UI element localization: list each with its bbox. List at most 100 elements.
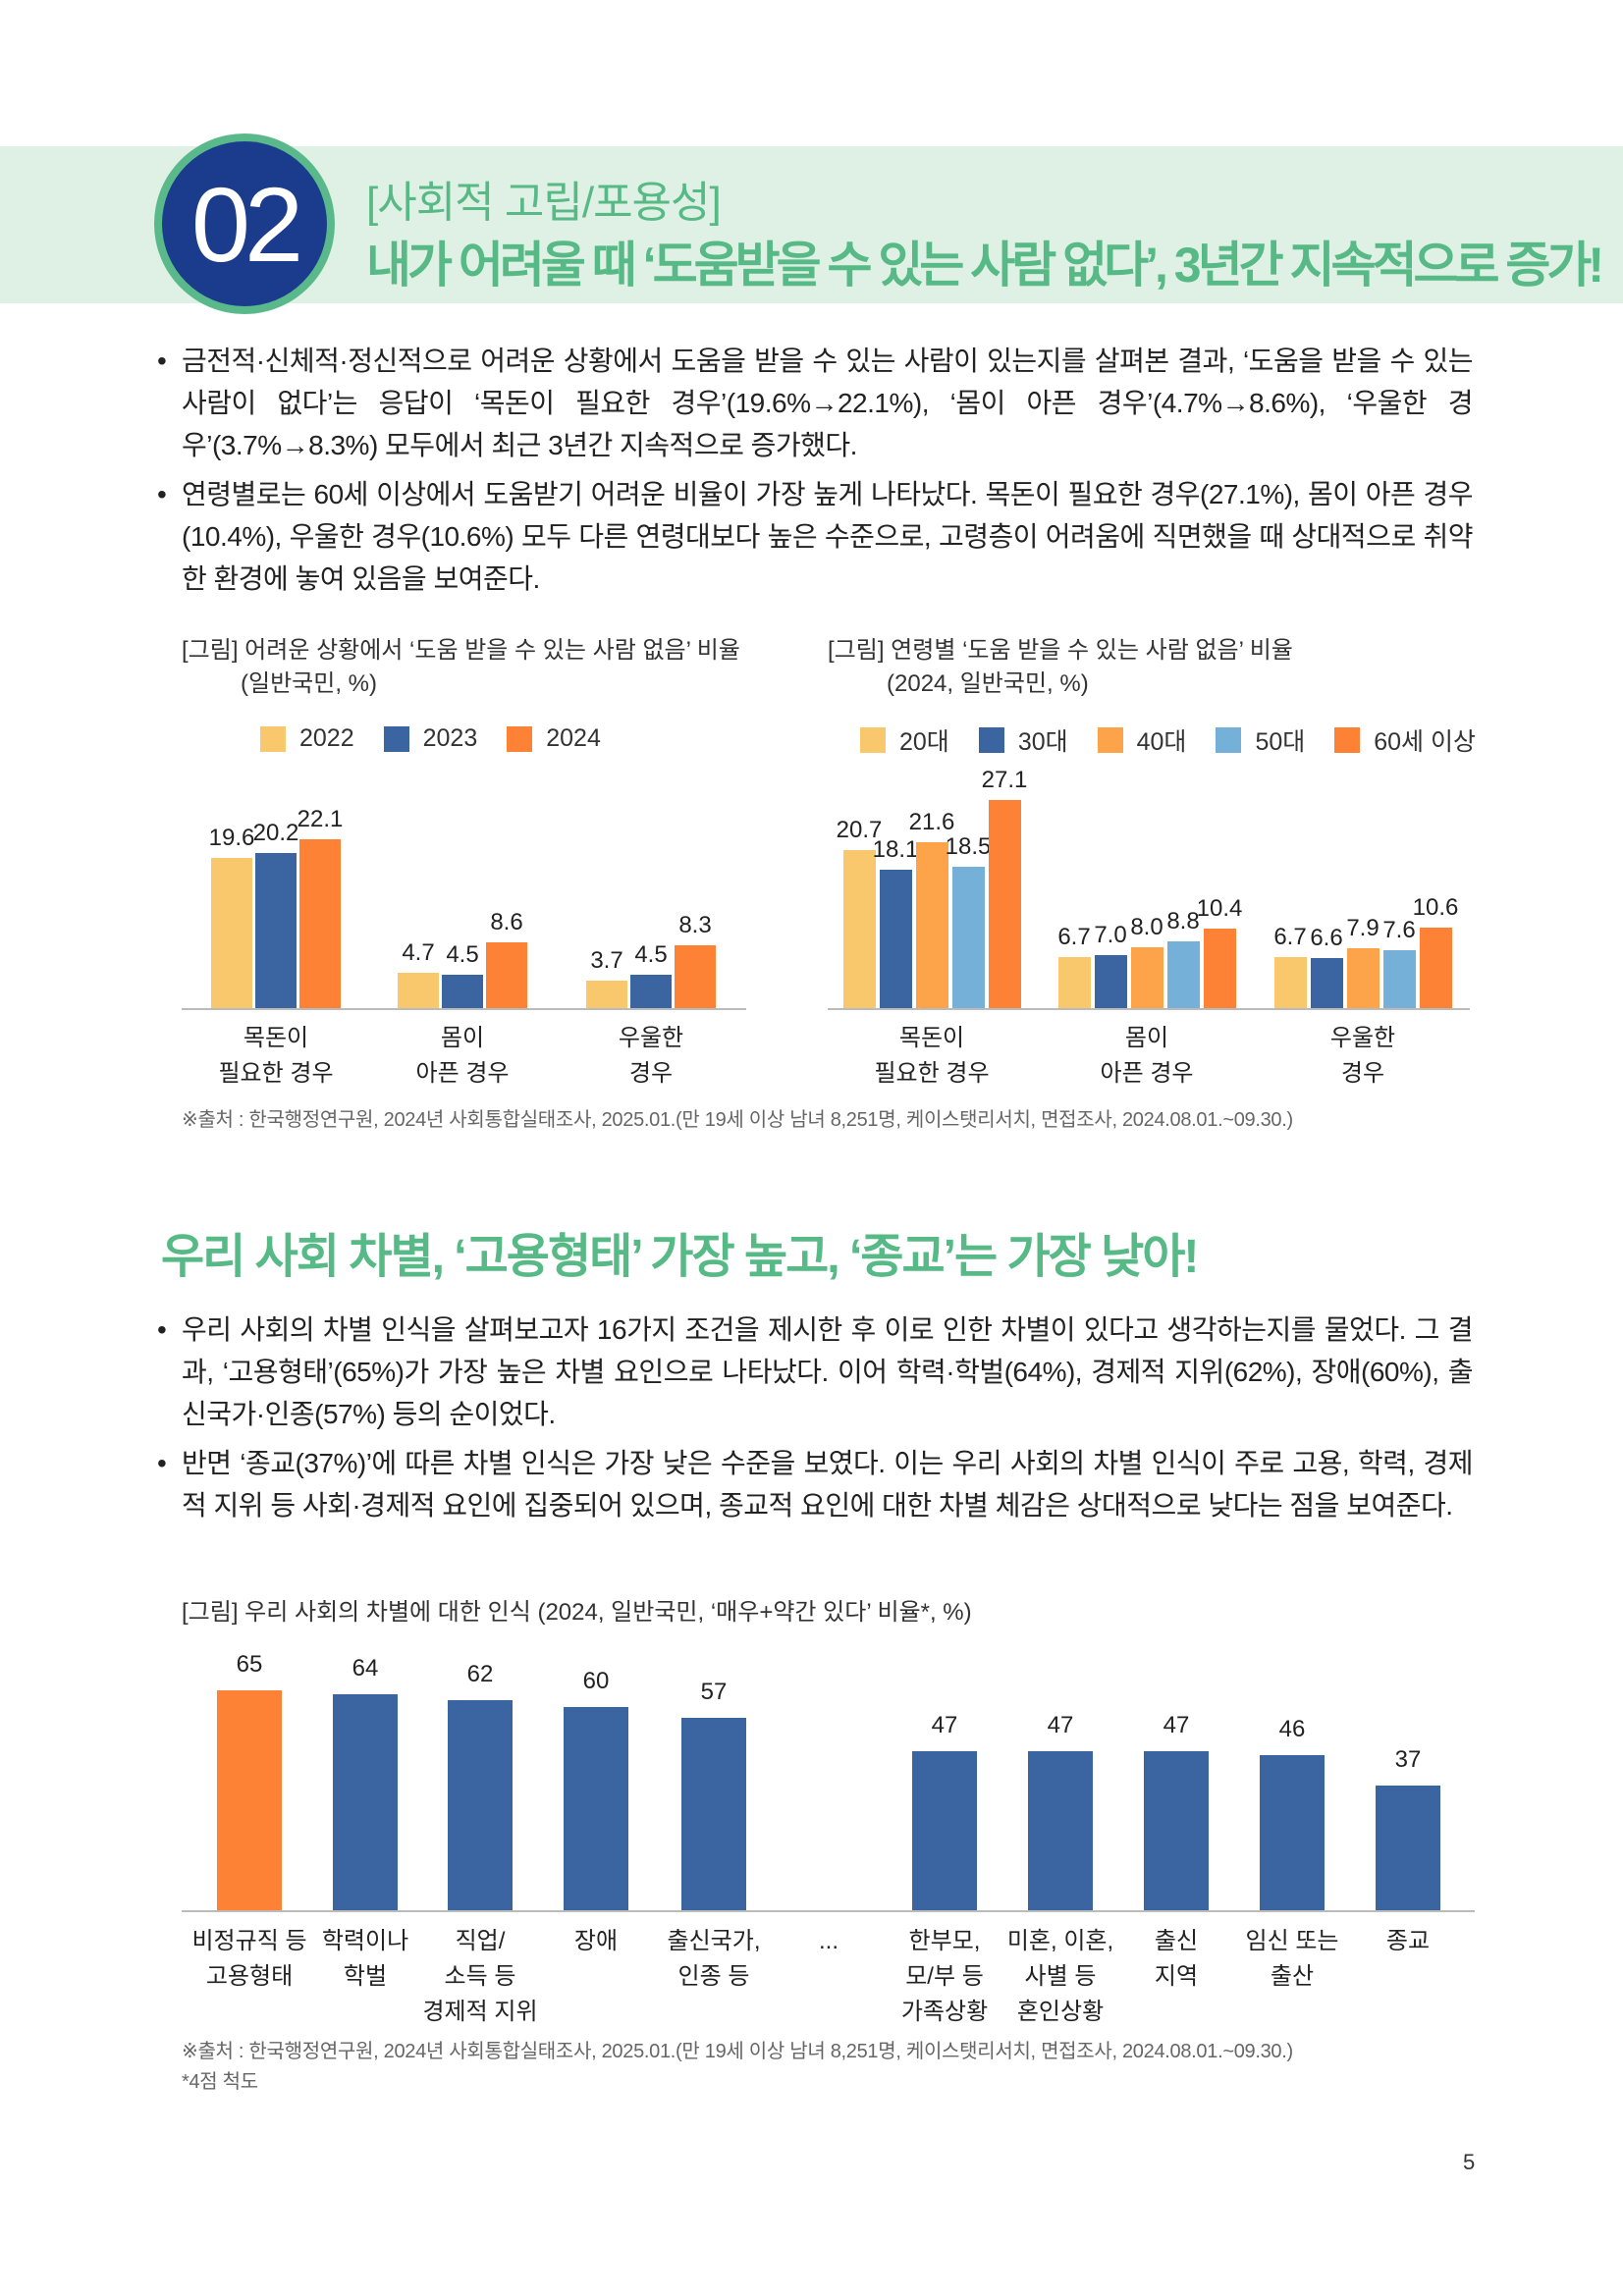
bar <box>951 866 985 1009</box>
value-label: 4.5 <box>446 940 479 968</box>
value-label: 7.9 <box>1346 914 1380 941</box>
legend-label: 2023 <box>422 724 478 752</box>
value-label: 4.7 <box>402 939 435 967</box>
bullet-icon: • <box>157 346 167 376</box>
category-label: 몸이 아픈 경우 <box>1100 1025 1194 1087</box>
value-label: 6.6 <box>1310 925 1343 952</box>
legend-label: 50대 <box>1255 728 1306 756</box>
category-label: 임신 또는 출산 <box>1245 1928 1339 1990</box>
chart2-title: [그림] 연령별 ‘도움 받을 수 있는 사람 없음’ 비율 (2024, 일반… <box>828 637 1293 697</box>
chart1-legend: 2022 2023 2024 <box>260 724 630 753</box>
category-label: 목돈이 필요한 경우 <box>874 1025 990 1087</box>
legend-item: 20대 <box>860 722 949 758</box>
legend-label: 2024 <box>546 724 601 752</box>
legend-label: 30대 <box>1017 728 1068 756</box>
value-label: 7.0 <box>1094 922 1127 949</box>
legend-swatch <box>1334 727 1361 753</box>
bar <box>398 973 439 1009</box>
category-label: 학력이나 학벌 <box>321 1928 409 1990</box>
bar <box>988 800 1021 1009</box>
bar <box>1260 1754 1325 1911</box>
bar <box>1130 947 1163 1009</box>
value-label: 18.5 <box>945 832 992 860</box>
category-label: 목돈이 필요한 경우 <box>218 1025 334 1087</box>
value-label: 27.1 <box>981 767 1028 794</box>
bar <box>681 1717 746 1911</box>
chart1-axis <box>182 1008 746 1010</box>
page-number: 5 <box>1463 2150 1476 2174</box>
value-label: 7.6 <box>1382 917 1416 944</box>
category-label: 미혼, 이혼, 사별 등 혼인상황 <box>1006 1928 1114 2025</box>
category-label: 직업/ 소득 등 경제적 지위 <box>422 1928 538 2025</box>
legend-item: 40대 <box>1097 722 1187 758</box>
bar <box>1144 1751 1209 1911</box>
value-label: 20.7 <box>836 816 883 843</box>
value-label: 65 <box>236 1651 263 1679</box>
chart2-axis <box>828 1008 1470 1010</box>
bar <box>448 1700 513 1911</box>
header-subtitle: [사회적 고립/포용성] <box>366 179 722 227</box>
value-label: 47 <box>1163 1712 1190 1739</box>
source-note: ※출처 : 한국행정연구원, 2024년 사회통합실태조사, 2025.01.(… <box>182 1109 1293 1131</box>
legend-label: 2022 <box>299 724 354 752</box>
section2-title: 우리 사회 차별, ‘고용형태’ 가장 높고, ‘종교’는 가장 낮아! <box>161 1231 1199 1283</box>
category-label: 몸이 아픈 경우 <box>415 1025 510 1087</box>
bullet-icon: • <box>157 479 167 509</box>
category-label: 출신 지역 <box>1154 1928 1199 1990</box>
bar <box>1057 957 1091 1009</box>
legend-swatch <box>383 725 409 752</box>
legend-swatch <box>507 725 533 752</box>
value-label: 64 <box>352 1654 379 1682</box>
bar <box>879 869 912 1009</box>
value-label: 22.1 <box>297 805 344 832</box>
bar <box>211 858 252 1009</box>
value-label: 60 <box>582 1668 610 1695</box>
legend-label: 60세 이상 <box>1374 728 1477 756</box>
section-number-badge: 02 <box>154 133 335 314</box>
legend-item: 2024 <box>507 724 601 753</box>
value-label: 18.1 <box>872 835 919 863</box>
bullet-item: • 연령별로는 60세 이상에서 도움받기 어려운 비율이 가장 높게 나타났다.… <box>157 473 1474 600</box>
chart2-legend: 20대 30대 40대 50대 60세 이상 <box>860 722 1505 758</box>
bullet-icon: • <box>157 1448 167 1478</box>
bar <box>912 1751 977 1911</box>
value-label: 10.6 <box>1412 893 1459 921</box>
legend-label: 20대 <box>899 728 949 756</box>
value-label: 21.6 <box>908 809 955 836</box>
bar <box>586 980 627 1009</box>
category-label: 출신국가, 인종 등 <box>667 1928 761 1990</box>
legend-item: 60세 이상 <box>1334 722 1476 758</box>
value-label: 8.3 <box>678 911 712 938</box>
chart1-title: [그림] 어려운 상황에서 ‘도움 받을 수 있는 사람 없음’ 비율 (일반국… <box>182 637 740 697</box>
legend-swatch <box>260 725 286 752</box>
bullet-text: 우리 사회의 차별 인식을 살펴보고자 16가지 조건을 제시한 후 이로 인한… <box>182 1314 1474 1429</box>
value-label: 6.7 <box>1057 924 1091 951</box>
bar <box>486 942 527 1009</box>
section2-bullets: • 우리 사회의 차별 인식을 살펴보고자 16가지 조건을 제시한 후 이로 인… <box>157 1308 1474 1533</box>
category-label: 비정규직 등 고용형태 <box>191 1928 307 1990</box>
legend-label: 40대 <box>1136 728 1187 756</box>
section1-bullets: • 금전적·신체적·정신적으로 어려운 상황에서 도움을 받을 수 있는 사람이 … <box>157 340 1474 607</box>
bar <box>299 838 341 1009</box>
bar <box>915 842 948 1009</box>
bar <box>255 853 297 1009</box>
value-label: 3.7 <box>590 946 623 974</box>
chart3-title: [그림] 우리 사회의 차별에 대한 인식 (2024, 일반국민, ‘매우+약… <box>182 1599 972 1626</box>
source-note-2: ※출처 : 한국행정연구원, 2024년 사회통합실태조사, 2025.01.(… <box>182 2041 1293 2062</box>
value-label: 10.4 <box>1196 895 1243 923</box>
value-label: 8.0 <box>1130 914 1163 941</box>
bullet-text: 반면 ‘종교(37%)’에 따른 차별 인식은 가장 낮은 수준을 보였다. 이… <box>182 1448 1474 1521</box>
section-number: 02 <box>162 141 327 306</box>
value-label: 20.2 <box>252 820 299 847</box>
bar <box>1382 950 1416 1009</box>
value-label: 47 <box>931 1712 958 1739</box>
bar <box>1203 929 1236 1009</box>
legend-item: 50대 <box>1216 722 1305 758</box>
value-label: 6.7 <box>1273 924 1307 951</box>
bar <box>1346 947 1380 1009</box>
value-label: 47 <box>1047 1712 1074 1739</box>
value-label: 57 <box>700 1678 728 1705</box>
footnote: *4점 척도 <box>182 2071 258 2093</box>
header-title: 내가 어려울 때 ‘도움받을 수 있는 사람 없다’, 3년간 지속적으로 증가… <box>366 238 1604 293</box>
bar <box>1310 958 1343 1009</box>
